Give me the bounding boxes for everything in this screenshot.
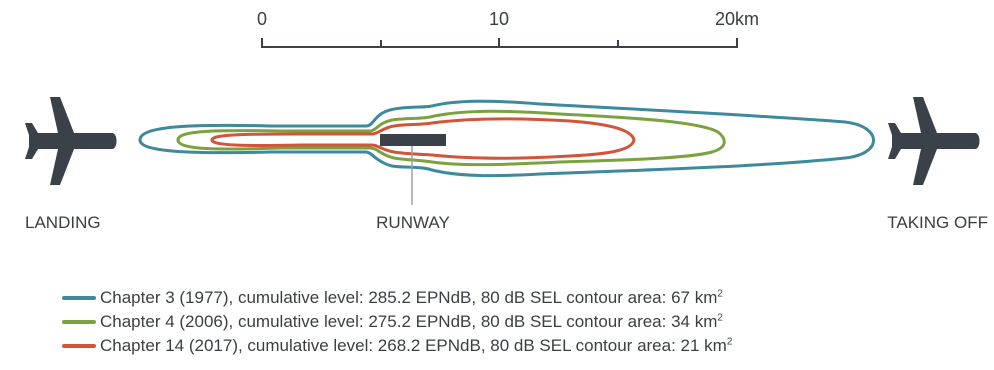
scale-label-0: 0 [257,9,267,29]
landing-label: LANDING [25,213,101,232]
legend-label-chapter-14: Chapter 14 (2017), cumulative level: 268… [100,336,733,355]
airplane-icon [25,97,117,185]
runway-label: RUNWAY [376,213,450,232]
legend-label-chapter-4: Chapter 4 (2006), cumulative level: 275.… [100,312,723,331]
distance-scale: 0 10 20km [257,9,759,48]
taking-off-label: TAKING OFF [887,213,988,232]
legend-swatch-chapter-4 [62,320,96,324]
airplane-icon [888,97,980,185]
legend-swatch-chapter-14 [62,344,96,348]
runway-bar [380,134,446,146]
legend-item-chapter-14: Chapter 14 (2017), cumulative level: 268… [62,334,732,358]
legend-item-chapter-3: Chapter 3 (1977), cumulative level: 285.… [62,286,732,310]
legend: Chapter 3 (1977), cumulative level: 285.… [62,286,732,358]
legend-item-chapter-4: Chapter 4 (2006), cumulative level: 275.… [62,310,732,334]
scale-label-20km: 20km [715,9,759,29]
legend-swatch-chapter-3 [62,296,96,300]
scale-label-10: 10 [489,9,509,29]
contour-chapter-14 [210,117,636,160]
contour-chapter-3 [138,99,875,178]
contour-chapter-4 [176,109,726,167]
legend-label-chapter-3: Chapter 3 (1977), cumulative level: 285.… [100,288,723,307]
